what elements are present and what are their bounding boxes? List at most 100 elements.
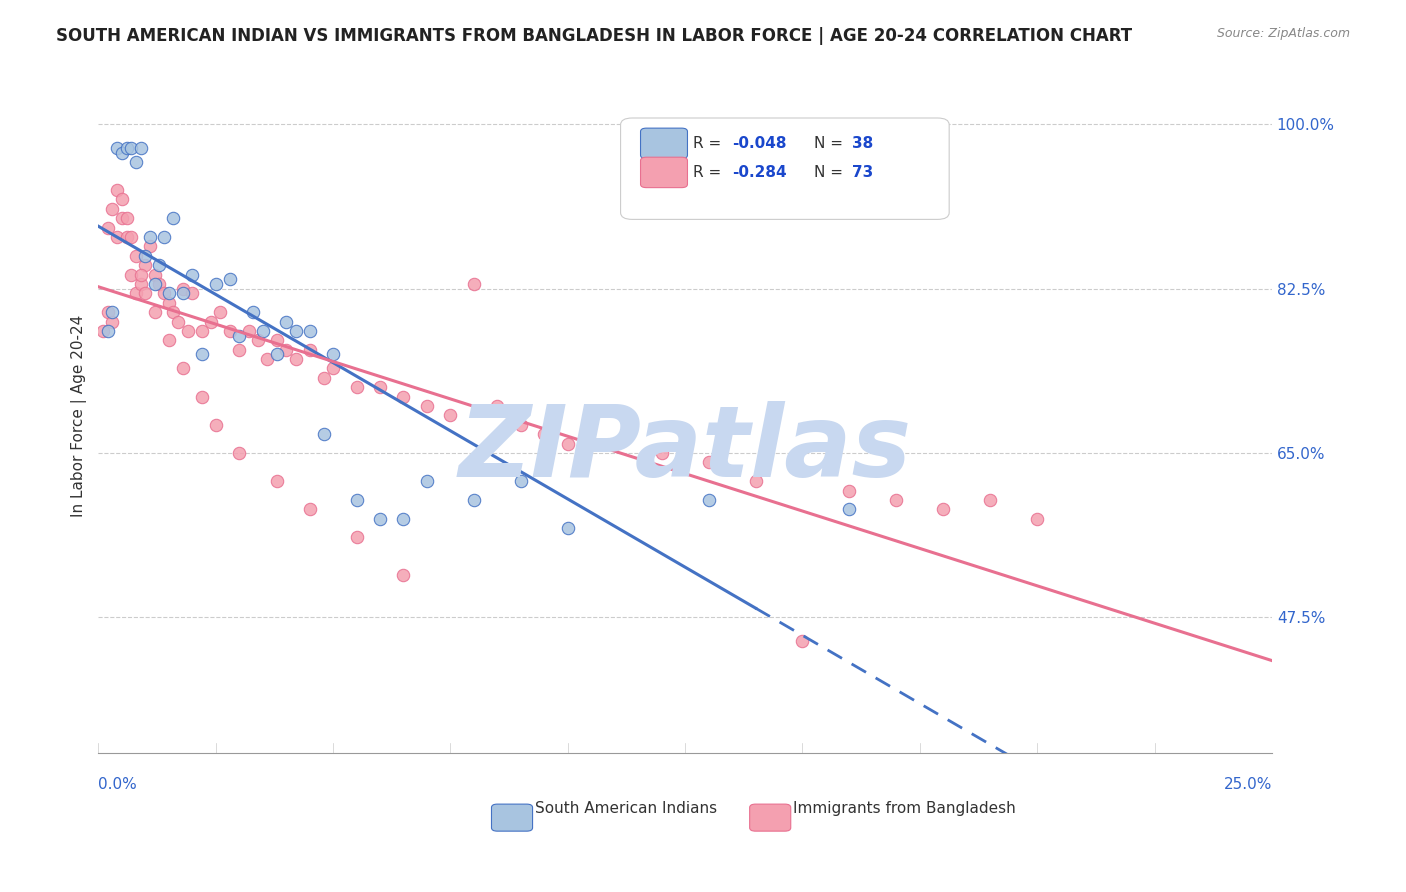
Point (416, 474, 439, 488)
Point (120, 141, 142, 155)
Point (97, 305, 120, 319)
Point (256, 352, 278, 367)
Point (509, 417, 531, 432)
Point (838, 502, 860, 516)
Point (91, 324, 114, 338)
Point (125, 249, 148, 263)
Point (204, 277, 226, 291)
Point (298, 502, 321, 516)
Point (181, 286, 204, 301)
Point (557, 521, 579, 535)
Text: 0.0%: 0.0% (98, 777, 138, 792)
Point (392, 390, 415, 404)
Point (792, 633, 814, 648)
Point (181, 268, 204, 282)
Point (463, 492, 485, 507)
Point (97, 324, 120, 338)
Point (134, 249, 156, 263)
Point (218, 272, 240, 286)
Point (172, 286, 194, 301)
Text: 38: 38 (852, 136, 873, 151)
Text: South American Indians: South American Indians (534, 801, 717, 816)
Point (368, 512, 391, 526)
Point (322, 361, 344, 376)
Point (129, 141, 152, 155)
Point (153, 286, 176, 301)
Point (172, 361, 194, 376)
Point (97, 220, 120, 235)
Point (246, 334, 269, 348)
Point (200, 314, 222, 328)
Point (322, 347, 344, 361)
Point (143, 268, 166, 282)
Point (298, 324, 321, 338)
Point (105, 230, 128, 244)
Point (162, 211, 184, 226)
Point (416, 399, 439, 413)
Point (125, 286, 148, 301)
Point (697, 455, 720, 469)
Point (439, 409, 461, 423)
Point (153, 230, 176, 244)
Text: -0.048: -0.048 (733, 136, 786, 151)
Point (266, 334, 288, 348)
Point (101, 305, 124, 319)
Point (1026, 512, 1049, 526)
Point (115, 230, 138, 244)
Point (115, 141, 138, 155)
Point (120, 268, 142, 282)
Point (129, 277, 152, 291)
Point (242, 305, 264, 319)
Point (204, 417, 226, 432)
Text: Immigrants from Bangladesh: Immigrants from Bangladesh (793, 801, 1017, 816)
Point (298, 343, 321, 357)
Point (105, 183, 128, 197)
Point (346, 531, 368, 545)
Point (157, 286, 180, 301)
Point (139, 230, 162, 244)
Point (463, 277, 485, 291)
Point (190, 347, 212, 361)
Point (238, 324, 260, 338)
Point (101, 202, 124, 216)
FancyBboxPatch shape (749, 804, 790, 831)
Point (105, 141, 128, 155)
Point (486, 399, 509, 413)
Point (209, 305, 232, 319)
Point (252, 324, 274, 338)
Point (101, 314, 124, 328)
Point (886, 492, 908, 507)
FancyBboxPatch shape (492, 804, 533, 831)
Point (392, 568, 415, 582)
Point (190, 324, 212, 338)
Point (312, 371, 335, 385)
Point (284, 352, 307, 367)
Text: R =: R = (693, 136, 727, 151)
Point (143, 277, 166, 291)
Point (838, 483, 860, 498)
Point (557, 436, 579, 450)
Text: 73: 73 (852, 165, 873, 179)
Point (979, 492, 1001, 507)
FancyBboxPatch shape (620, 118, 949, 219)
Point (368, 380, 391, 394)
Point (228, 446, 250, 460)
Text: N =: N = (814, 136, 848, 151)
Point (312, 427, 335, 442)
Point (284, 324, 307, 338)
Point (148, 277, 170, 291)
Point (115, 211, 138, 226)
Point (218, 324, 240, 338)
Text: SOUTH AMERICAN INDIAN VS IMMIGRANTS FROM BANGLADESH IN LABOR FORCE | AGE 20-24 C: SOUTH AMERICAN INDIAN VS IMMIGRANTS FROM… (56, 27, 1132, 45)
Point (266, 474, 288, 488)
Point (266, 347, 288, 361)
FancyBboxPatch shape (641, 157, 688, 187)
Point (129, 268, 152, 282)
Point (392, 512, 415, 526)
Point (162, 305, 184, 319)
Point (228, 343, 250, 357)
Point (176, 324, 198, 338)
Point (125, 155, 148, 169)
Point (274, 314, 297, 328)
Text: Source: ZipAtlas.com: Source: ZipAtlas.com (1216, 27, 1350, 40)
